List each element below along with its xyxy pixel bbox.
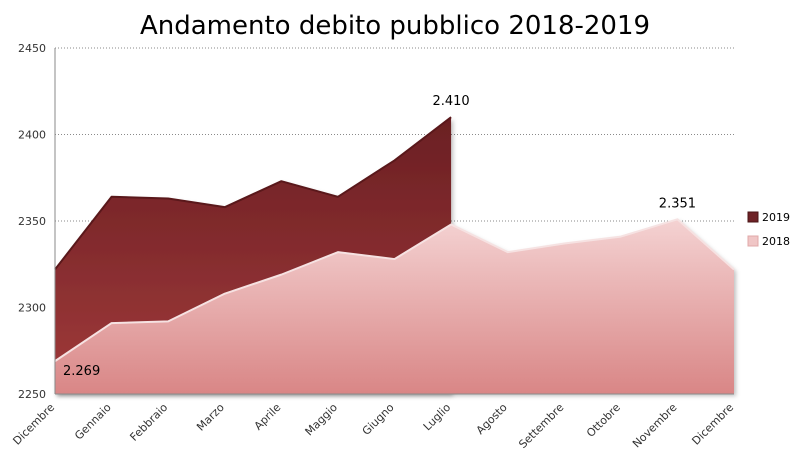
data-label: 2.351 (659, 196, 696, 211)
x-tick-label: Gennaio (72, 401, 114, 443)
y-tick-label: 2450 (18, 42, 46, 55)
chart-title: Andamento debito pubblico 2018-2019 (140, 11, 650, 41)
data-label: 2.410 (432, 94, 469, 109)
x-tick-label: Giugno (360, 401, 397, 438)
x-tick-label: Luglio (421, 401, 454, 434)
area-series-2018 (55, 219, 734, 394)
x-tick-label: Settembre (516, 401, 566, 451)
x-tick-label: Maggio (303, 401, 341, 439)
area-layer (54, 116, 735, 394)
x-tick-label: Ottobre (584, 401, 623, 440)
data-label: 2.269 (63, 364, 100, 379)
y-tick-label: 2400 (18, 129, 46, 142)
legend-swatch (747, 235, 759, 247)
x-tick-label: Dicembre (689, 401, 736, 448)
area-edge-2019 (54, 116, 452, 271)
x-tick-label: Agosto (474, 401, 510, 437)
x-tick-label: Febbraio (127, 401, 170, 444)
legend-swatch (747, 211, 759, 223)
x-tick-label: Novembre (630, 401, 680, 451)
legend-layer: 2019 2018 (747, 211, 790, 248)
y-tick-label: 2300 (18, 302, 46, 315)
x-tick-label: Dicembre (10, 401, 57, 448)
x-tick-label: Marzo (194, 401, 227, 434)
legend-label: 2019 (762, 211, 790, 224)
area-edge-2018 (54, 218, 735, 362)
legend-label: 2018 (762, 235, 790, 248)
label-layer: 2.269 2.410 2.351 (63, 94, 696, 379)
y-tick-label: 2250 (18, 388, 46, 401)
x-tick-label: Aprile (252, 401, 284, 433)
y-tick-label: 2350 (18, 215, 46, 228)
